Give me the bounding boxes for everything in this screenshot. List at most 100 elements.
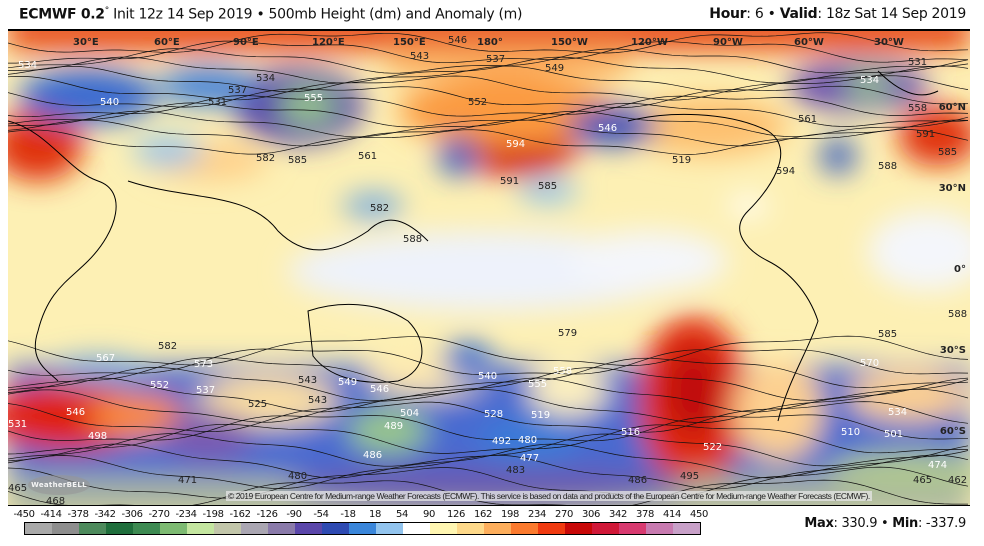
init-description: Init 12z 14 Sep 2019 • 500mb Height (dm)… (108, 6, 523, 23)
min-label: Min (892, 516, 918, 531)
contour-line (8, 110, 969, 138)
contour-line (8, 40, 969, 64)
colorbar-swatch (241, 523, 268, 534)
colorbar-swatch (592, 523, 619, 534)
colorbar-swatch (187, 523, 214, 534)
coast-asia (127, 180, 429, 251)
contour-label: 546 (370, 384, 389, 395)
colorbar-tick-label: -162 (229, 509, 251, 520)
contour-label: 528 (484, 409, 503, 420)
contour-label: 594 (506, 139, 525, 150)
contour-line (8, 377, 969, 413)
contour-label: 537 (196, 385, 215, 396)
valid-value: : 18z Sat 14 Sep 2019 (817, 6, 966, 22)
contour-label: 543 (308, 395, 327, 406)
contour-label: 555 (528, 379, 547, 390)
contour-label: 537 (486, 54, 505, 65)
colorbar-tick-label: -414 (40, 509, 62, 520)
colorbar (24, 522, 701, 535)
contour-label: 477 (520, 453, 539, 464)
map-canvas: 30°E 60°E 90°E 120°E 150°E 180° 150°W 12… (8, 31, 970, 505)
contour-label: 570 (860, 358, 879, 369)
contour-line (8, 56, 969, 84)
lon-label: 150°E (393, 37, 426, 48)
colorbar-swatch (403, 523, 430, 534)
contour-label: 465 (8, 483, 27, 494)
contour-line (8, 466, 969, 500)
contour-label: 585 (878, 329, 897, 340)
colorbar-tick-label: -378 (67, 509, 89, 520)
lat-label: 60°S (940, 426, 966, 437)
contour-label: 480 (288, 471, 307, 482)
contour-label: 486 (628, 475, 647, 486)
colorbar-swatch (376, 523, 403, 534)
colorbar-swatch (430, 523, 457, 534)
valid-time: Hour: 6 • Valid: 18z Sat 14 Sep 2019 (709, 6, 966, 22)
contour-line (8, 454, 969, 490)
contour-line (8, 102, 969, 128)
colorbar-swatch (268, 523, 295, 534)
lon-label: 90°W (713, 37, 743, 48)
contour-label: 594 (776, 166, 795, 177)
contour-line (8, 401, 969, 433)
colorbar-swatch (214, 523, 241, 534)
degree-mark: ° (104, 6, 110, 16)
colorbar-swatch (295, 523, 322, 534)
max-label: Max (804, 516, 834, 531)
contour-label: 591 (916, 129, 935, 140)
lat-label: 30°S (940, 345, 966, 356)
lat-label: 0° (954, 264, 966, 275)
contour-label: 471 (178, 475, 197, 486)
contour-label: 543 (298, 375, 317, 386)
contour-label: 582 (158, 341, 177, 352)
contour-label: 531 (208, 97, 227, 108)
contour-label: 585 (538, 181, 557, 192)
contour-label: 474 (928, 460, 947, 471)
coastlines (8, 70, 939, 422)
colorbar-tick-label: -198 (202, 509, 224, 520)
contour-line (8, 423, 968, 455)
contour-line (8, 48, 969, 74)
contour-label: 546 (66, 407, 85, 418)
contour-label: 486 (363, 450, 382, 461)
contour-label: 519 (531, 410, 550, 421)
contour-label: 483 (506, 465, 525, 476)
contour-line (8, 479, 968, 505)
colorbar-ticks: -450 -414 -378 -342 -306 -270 -234 -198 -162 -126… (12, 509, 712, 521)
colorbar-swatch (349, 523, 376, 534)
contour-label: 519 (672, 155, 691, 166)
colorbar-swatch (322, 523, 349, 534)
contour-line (8, 85, 969, 108)
contour-label: 540 (478, 371, 497, 382)
contour-label: 549 (545, 63, 564, 74)
weatherbell-logo: WeatherBELL (28, 475, 90, 495)
contour-label: 543 (410, 51, 429, 62)
colorbar-swatch (25, 523, 52, 534)
colorbar-tick-label: -306 (121, 509, 143, 520)
contour-label: 579 (558, 328, 577, 339)
contour-label: 588 (948, 309, 967, 320)
contour-label: 531 (8, 419, 27, 430)
contour-label: 546 (448, 35, 467, 46)
anomaly-map: 30°E 60°E 90°E 120°E 150°E 180° 150°W 12… (8, 29, 970, 506)
valid-label: Valid (779, 6, 818, 22)
height-contours (8, 32, 969, 505)
coast-australia (307, 304, 423, 383)
contour-label: 552 (468, 97, 487, 108)
contour-line (8, 129, 969, 155)
colorbar-tick-label: 54 (396, 509, 408, 520)
colorbar-swatch (538, 523, 565, 534)
lon-label: 60°E (154, 37, 180, 48)
contour-label: 585 (288, 155, 307, 166)
colorbar-swatch (133, 523, 160, 534)
contour-label: 492 (492, 436, 511, 447)
contour-label: 534 (888, 407, 907, 418)
lon-label: 120°W (631, 37, 668, 48)
colorbar-swatch (511, 523, 538, 534)
contour-label: 510 (841, 427, 860, 438)
lon-label: 30°E (73, 37, 99, 48)
contour-label: 561 (358, 151, 377, 162)
contour-line (8, 65, 969, 93)
contour-line (8, 357, 969, 389)
